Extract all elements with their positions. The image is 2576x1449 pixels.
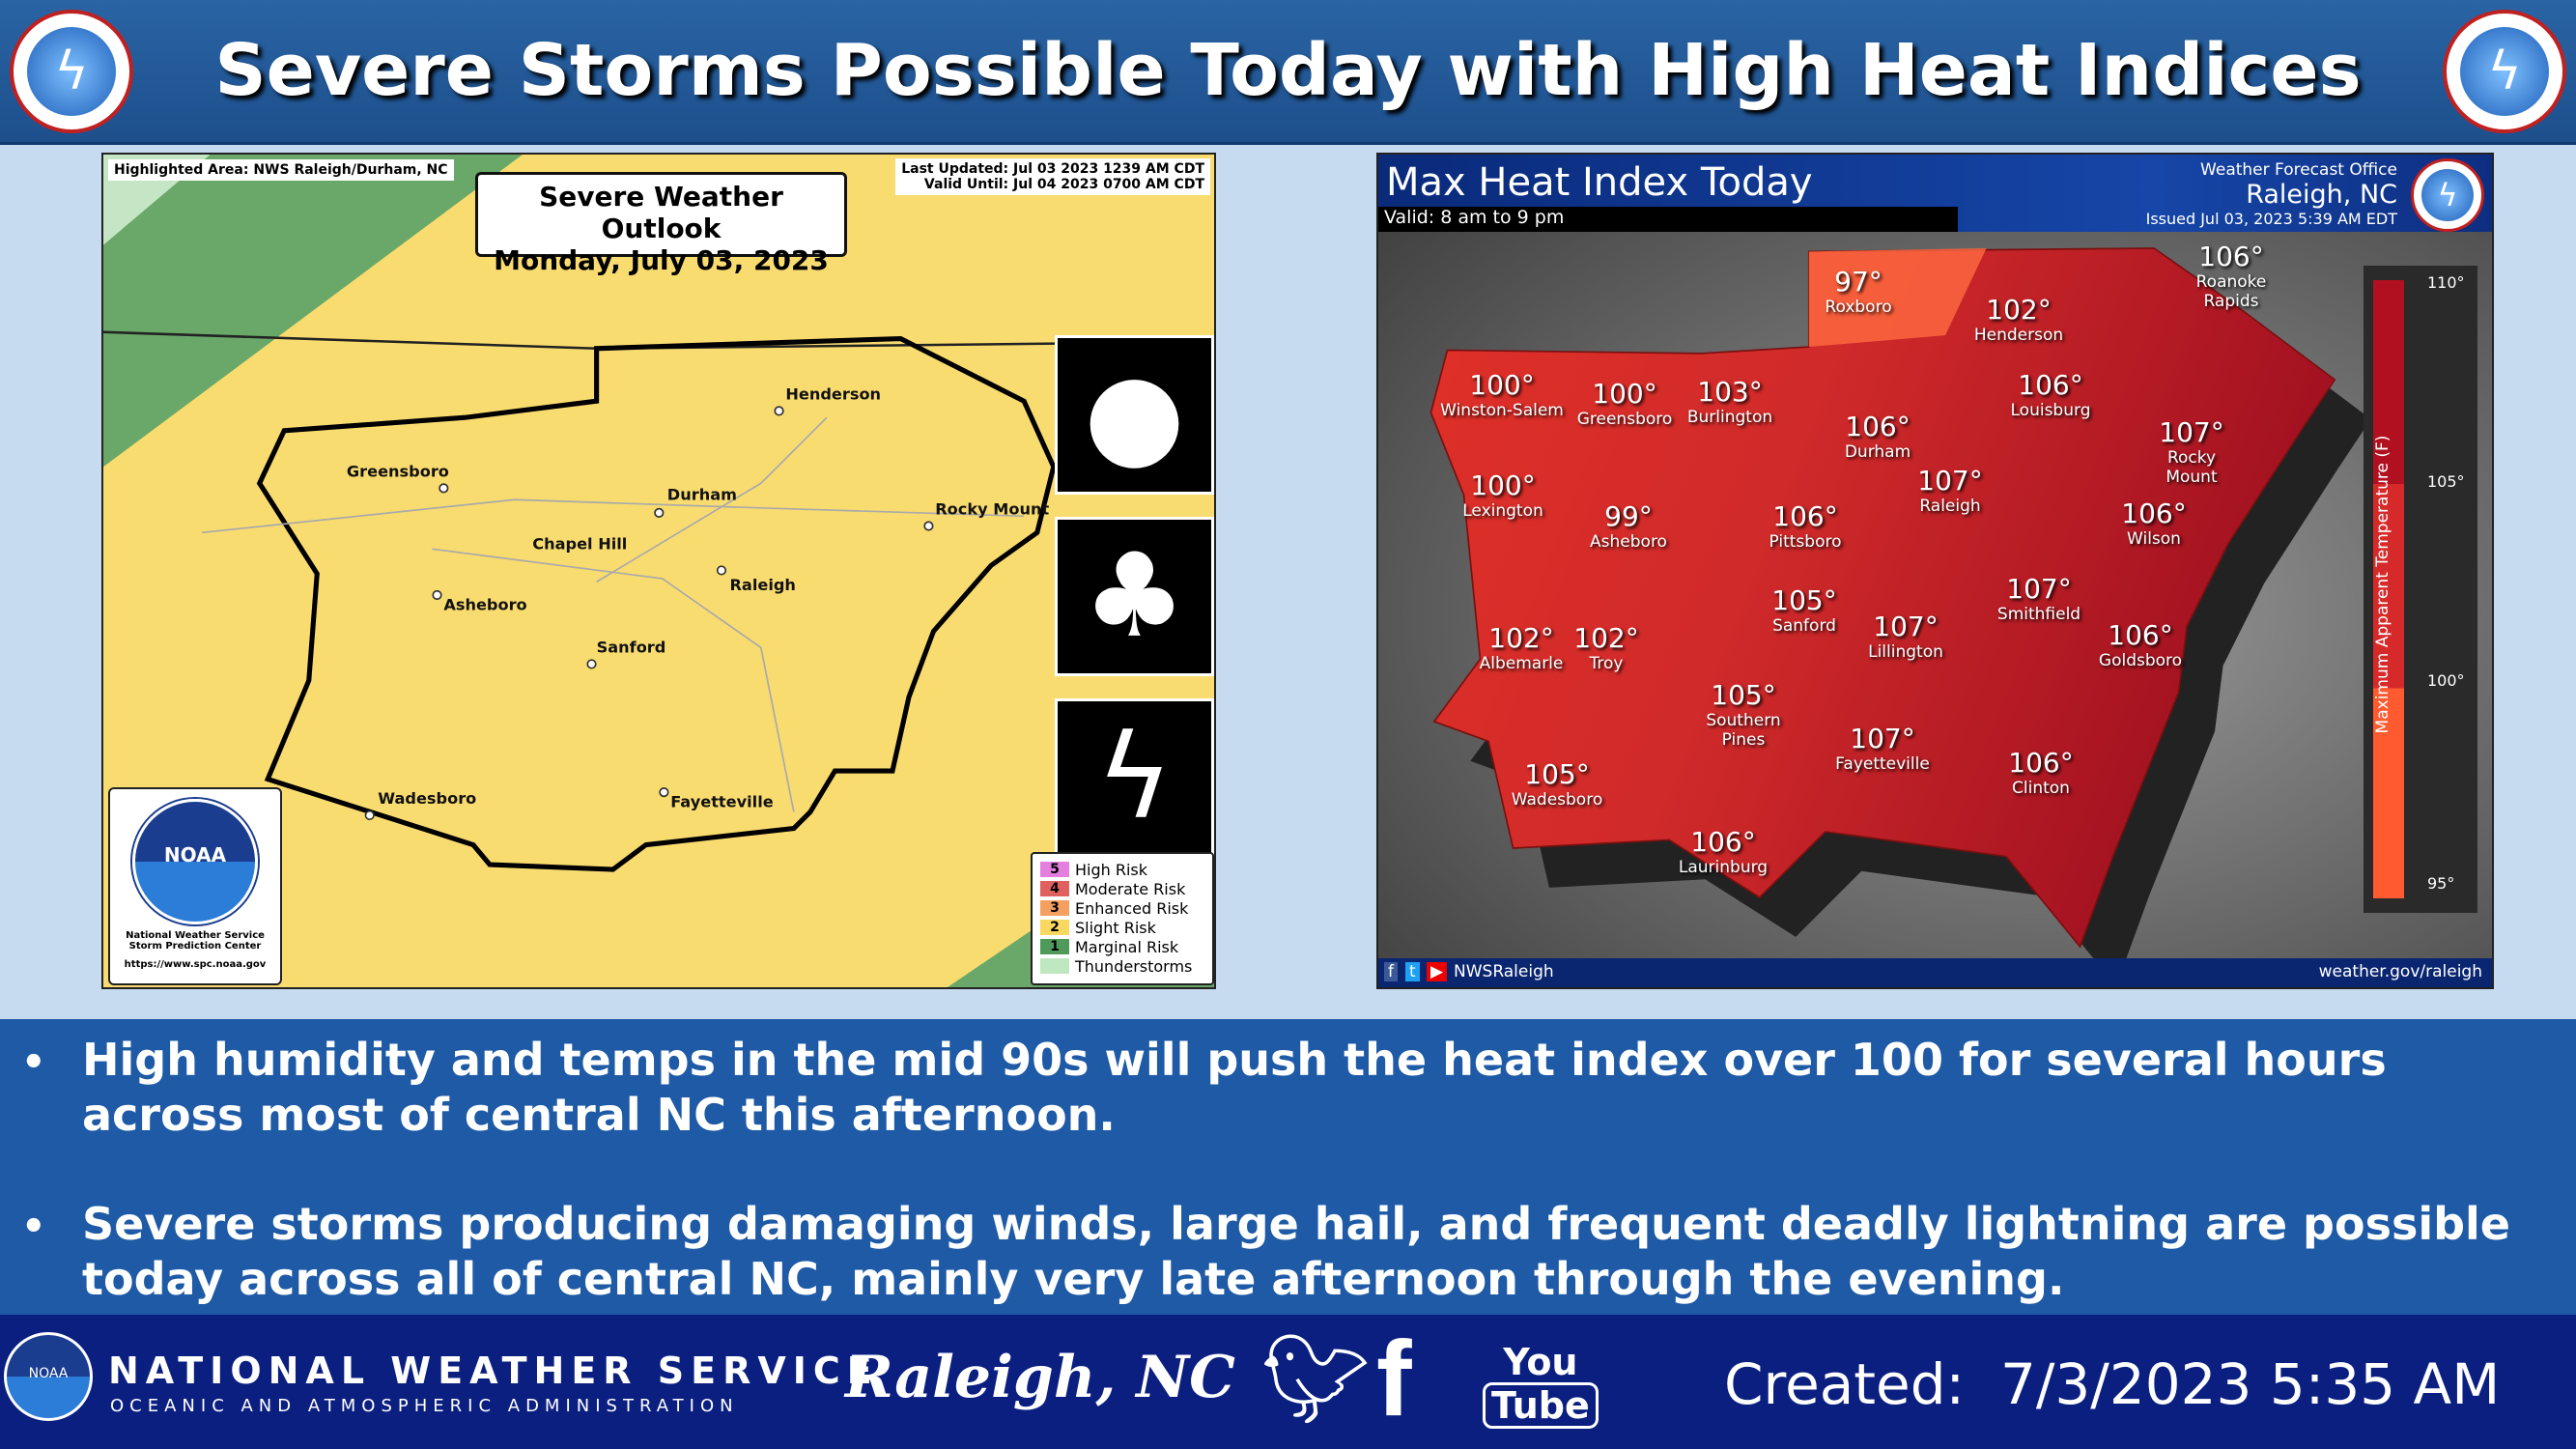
- heat-map-footer: f t ▶ NWSRaleigh weather.gov/raleigh: [1378, 958, 2492, 987]
- heat-city: 106° Clinton: [2008, 747, 2074, 799]
- nws-logo-right: ϟ: [2443, 10, 2566, 133]
- valid-until: Valid Until: Jul 04 2023 0700 AM CDT: [923, 177, 1204, 192]
- heat-city: 106° Pittsboro: [1769, 500, 1842, 553]
- legend-item: 5 High Risk: [1040, 860, 1204, 879]
- heat-city: 100° Lexington: [1462, 469, 1543, 522]
- heat-97-area: [1808, 247, 1987, 348]
- nws-name: NATIONAL WEATHER SERVICE: [108, 1350, 879, 1392]
- social-handle[interactable]: NWSRaleigh: [1454, 962, 1554, 981]
- heat-color-scale: Maximum Apparent Temperature (F) 110° 10…: [2364, 266, 2477, 913]
- heat-map-title: Max Heat Index Today: [1386, 160, 1813, 205]
- heat-city: 106° Wilson: [2121, 497, 2187, 550]
- city-label: Henderson: [785, 385, 881, 404]
- website-link[interactable]: weather.gov/raleigh: [2318, 962, 2482, 981]
- noaa-spc-badge: NOAA National Weather Service Storm Pred…: [108, 787, 282, 985]
- heat-city: 105° Wadesboro: [1511, 758, 1603, 810]
- office-name: Raleigh, NC: [845, 1344, 1235, 1411]
- heat-index-map: Max Heat Index Today Valid: 8 am to 9 pm…: [1376, 153, 2494, 989]
- outlook-title-box: Severe Weather Outlook Monday, July 03, …: [475, 172, 847, 276]
- heat-city: 107° Lillington: [1868, 611, 1943, 663]
- legend-item: 2 Slight Risk: [1040, 918, 1204, 937]
- youtube-icon[interactable]: You Tube: [1483, 1342, 1599, 1429]
- color-bar: [2373, 280, 2404, 898]
- highlighted-area-label: Highlighted Area: NWS Raleigh/Durham, NC: [108, 159, 454, 181]
- legend-item: 4 Moderate Risk: [1040, 879, 1204, 898]
- city-label: Sanford: [597, 639, 666, 657]
- scale-label: Maximum Apparent Temperature (F): [2373, 435, 2392, 734]
- noaa-logo: NOAA: [132, 799, 258, 924]
- risk-legend: 5 High Risk 4 Moderate Risk 3 Enhanced Risk…: [1031, 852, 1214, 985]
- heat-city: 107° Rocky Mount: [2159, 416, 2224, 488]
- wind-icon: ♣: [1055, 517, 1214, 676]
- heat-city: 106° Laurinburg: [1678, 826, 1769, 878]
- legend-item: 1 Marginal Risk: [1040, 937, 1204, 956]
- facebook-icon[interactable]: f: [1376, 1320, 1412, 1438]
- lightning-icon: ϟ: [2460, 27, 2549, 116]
- heat-city: 97° Roxboro: [1825, 266, 1892, 318]
- heat-city: 106° Goldsboro: [2098, 619, 2183, 671]
- legend-item: Thunderstorms: [1040, 956, 1204, 976]
- header-banner: ϟ Severe Storms Possible Today with High…: [0, 0, 2576, 145]
- noaa-name: OCEANIC AND ATMOSPHERIC ADMINISTRATION: [110, 1396, 739, 1416]
- bullet-text: Severe storms producing damaging winds, …: [82, 1198, 2511, 1305]
- hail-icon: ●: [1055, 335, 1214, 495]
- heat-map-header: Max Heat Index Today Valid: 8 am to 9 pm…: [1378, 155, 2492, 232]
- created-timestamp: Created: 7/3/2023 5:35 AM: [1724, 1351, 2501, 1417]
- marginal-risk-area: [103, 155, 524, 468]
- noaa-logo: NOAA: [4, 1332, 93, 1421]
- heat-city: 105° Southern Pines: [1706, 679, 1781, 751]
- city-label: Rocky Mount: [935, 500, 1049, 519]
- heat-city: 107° Fayetteville: [1835, 723, 1930, 775]
- bullet-text: High humidity and temps in the mid 90s w…: [82, 1034, 2387, 1141]
- bullet-section: • High humidity and temps in the mid 90s…: [0, 1019, 2576, 1315]
- nws-logo-left: ϟ: [10, 10, 133, 133]
- heat-city: 106° Louisburg: [2010, 369, 2091, 421]
- city-label: Greensboro: [347, 462, 449, 480]
- valid-time: Valid: 8 am to 9 pm: [1378, 207, 1958, 232]
- page-title: Severe Storms Possible Today with High H…: [214, 29, 2362, 112]
- twitter-icon[interactable]: t: [1405, 962, 1420, 981]
- heat-city: 99° Asheboro: [1590, 500, 1667, 553]
- outlook-title: Severe Weather Outlook: [539, 181, 783, 244]
- twitter-icon[interactable]: 🐦︎: [1260, 1328, 1372, 1430]
- outlook-date: Monday, July 03, 2023: [494, 244, 829, 276]
- heat-city: 100° Winston-Salem: [1440, 369, 1564, 421]
- city-label: Asheboro: [443, 595, 526, 613]
- nws-logo: ϟ: [2411, 158, 2484, 232]
- spc-link[interactable]: https://www.spc.noaa.gov: [124, 959, 267, 970]
- footer: NOAA NATIONAL WEATHER SERVICE OCEANIC AN…: [0, 1315, 2576, 1449]
- heat-city: 106° Durham: [1844, 411, 1911, 463]
- city-label: Durham: [667, 485, 737, 503]
- heat-city: 105° Sanford: [1771, 584, 1837, 637]
- heat-city: 107° Raleigh: [1917, 465, 1983, 517]
- heat-city: 107° Smithfield: [1996, 573, 2081, 625]
- city-label: Wadesboro: [378, 789, 476, 808]
- city-label: Raleigh: [729, 576, 795, 594]
- heat-city: 102° Henderson: [1973, 294, 2064, 346]
- heat-city: 103° Burlington: [1686, 376, 1773, 428]
- lightning-icon: ϟ: [1055, 698, 1214, 858]
- heat-city: 102° Troy: [1573, 622, 1639, 674]
- cwa-outline: [256, 335, 1057, 872]
- city-label: Fayetteville: [670, 792, 774, 810]
- city-label: Chapel Hill: [532, 534, 627, 553]
- heat-city: 100° Greensboro: [1576, 378, 1673, 430]
- last-updated: Last Updated: Jul 03 2023 1239 AM CDT: [901, 161, 1204, 177]
- heat-index-region: [1430, 247, 2336, 949]
- youtube-icon[interactable]: ▶: [1427, 962, 1448, 981]
- legend-item: 3 Enhanced Risk: [1040, 898, 1204, 918]
- office-block: Weather Forecast Office Raleigh, NC Issu…: [2145, 160, 2397, 228]
- facebook-icon[interactable]: f: [1384, 962, 1398, 981]
- heat-city: 106° Roanoke Rapids: [2195, 241, 2267, 312]
- severe-outlook-map: Henderson Greensboro Durham Rocky Mount …: [101, 153, 1216, 989]
- lightning-icon: ϟ: [27, 27, 116, 116]
- heat-city: 102° Albemarle: [1479, 622, 1564, 674]
- outlook-times: Last Updated: Jul 03 2023 1239 AM CDT Va…: [895, 158, 1210, 195]
- heat-map-graphic: [1430, 247, 2371, 986]
